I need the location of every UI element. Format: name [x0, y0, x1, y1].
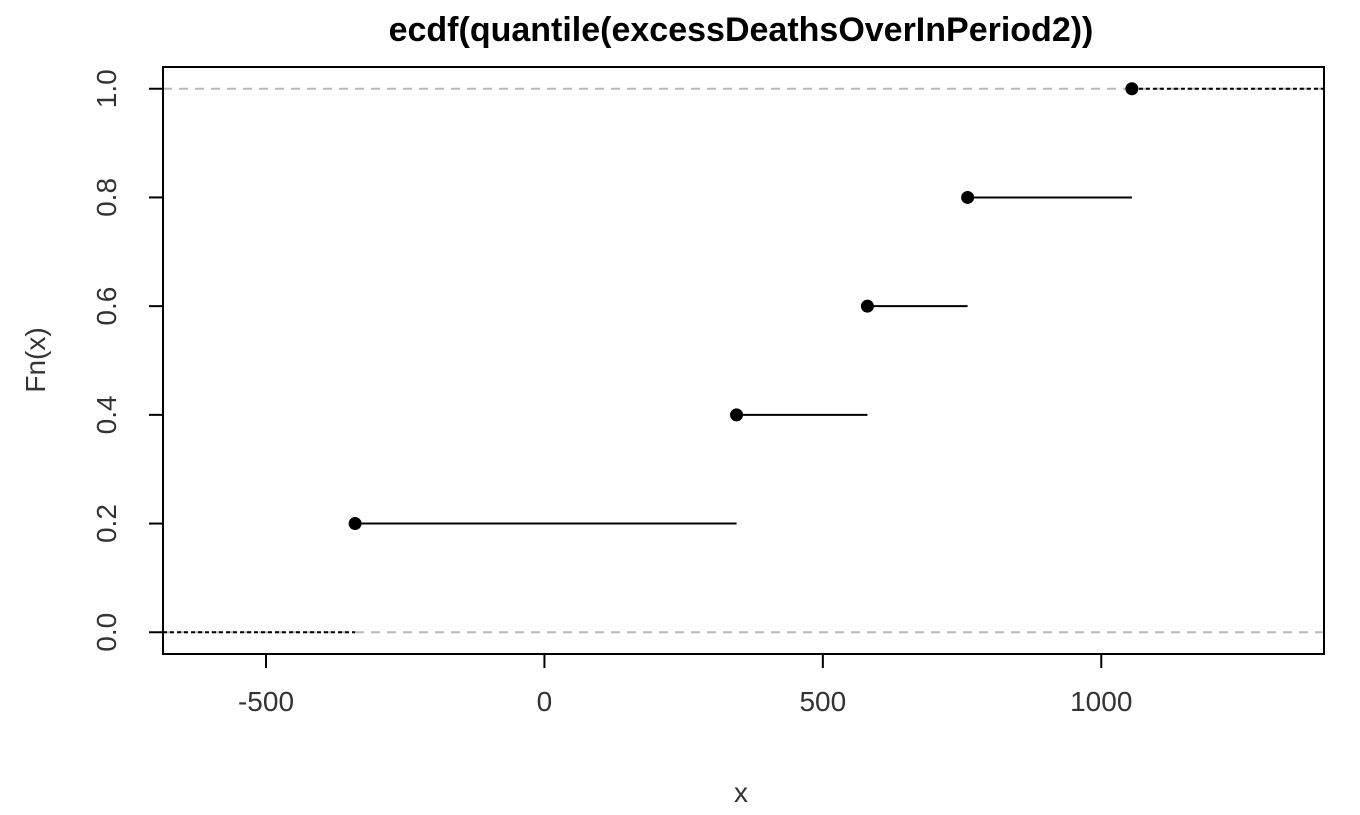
y-tick-label-5: 1.0 — [91, 69, 122, 108]
plot-frame — [162, 66, 1325, 655]
data-point-0 — [348, 517, 362, 531]
y-tick-label-1: 0.2 — [91, 504, 122, 543]
data-point-3 — [961, 190, 975, 204]
x-tick-label-2: 500 — [799, 686, 846, 717]
x-tick-label-3: 1000 — [1070, 686, 1132, 717]
data-point-1 — [730, 408, 744, 422]
plot-area: -500 0 500 1000 0.0 0.2 0.4 0.6 0.8 1.0 — [91, 66, 1325, 717]
y-tick-label-0: 0.0 — [91, 613, 122, 652]
x-tick-label-1: 0 — [537, 686, 553, 717]
y-tick-label-2: 0.4 — [91, 395, 122, 434]
data-point-4 — [1125, 82, 1139, 96]
y-tick-label-3: 0.6 — [91, 287, 122, 326]
x-axis-label: x — [734, 777, 748, 808]
x-tick-label-0: -500 — [238, 686, 294, 717]
chart-title: ecdf(quantile(excessDeathsOverInPeriod2)… — [389, 11, 1094, 49]
data-point-2 — [860, 299, 874, 313]
y-axis-label: Fn(x) — [20, 327, 51, 392]
y-tick-label-4: 0.8 — [91, 178, 122, 217]
